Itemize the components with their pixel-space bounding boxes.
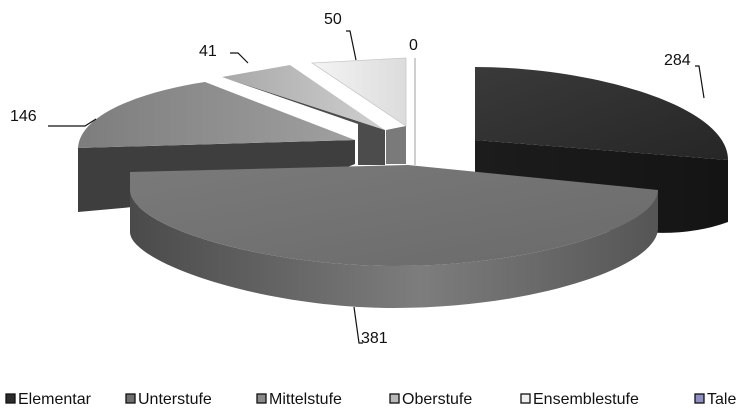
label-oberstufe: 41 xyxy=(199,43,217,60)
slice-ensemblestufe xyxy=(310,57,407,164)
label-ensemblestufe: 50 xyxy=(324,11,342,28)
legend-label-unterstufe: Unterstufe xyxy=(138,391,212,408)
slice-elementar-top xyxy=(475,67,728,160)
legend-label-tale: Tale xyxy=(707,391,736,408)
slice-oberstufe-side xyxy=(222,77,385,165)
slice-oberstufe-top xyxy=(222,65,385,130)
legend-swatch-mittelstufe xyxy=(256,393,267,404)
legend: Elementar Unterstufe Mittelstufe Oberstufe E… xyxy=(5,391,736,408)
label-tale: 0 xyxy=(409,37,418,54)
legend-swatch-unterstufe xyxy=(125,393,136,404)
leader-mittelstufe xyxy=(48,118,97,127)
slice-unterstufe-side xyxy=(130,190,658,308)
leader-oberstufe xyxy=(230,52,249,64)
label-unterstufe: 381 xyxy=(361,330,388,347)
legend-label-elementar: Elementar xyxy=(18,391,92,408)
leader-unterstufe xyxy=(353,306,363,344)
legend-label-ensemblestufe: Ensemblestufe xyxy=(533,391,639,408)
leader-elementar xyxy=(695,65,705,99)
legend-swatch-oberstufe xyxy=(389,393,400,404)
leader-lines xyxy=(48,30,705,344)
slice-oberstufe xyxy=(222,65,385,165)
legend-label-oberstufe: Oberstufe xyxy=(402,391,472,408)
slice-mittelstufe-top xyxy=(78,82,355,148)
legend-swatch-ensemblestufe xyxy=(520,393,531,404)
slice-tale-sliver xyxy=(414,58,416,165)
slice-unterstufe xyxy=(130,165,658,308)
label-elementar: 284 xyxy=(664,52,691,69)
slice-ensemblestufe-side xyxy=(386,126,406,164)
slice-ensemblestufe-top xyxy=(310,57,407,127)
legend-swatch-elementar xyxy=(5,393,16,404)
label-mittelstufe: 146 xyxy=(10,108,37,125)
leader-ensemblestufe xyxy=(346,30,357,61)
slice-unterstufe-top xyxy=(130,165,658,266)
legend-swatch-tale xyxy=(694,393,705,404)
legend-label-mittelstufe: Mittelstufe xyxy=(269,391,342,408)
slice-tale xyxy=(414,58,416,165)
